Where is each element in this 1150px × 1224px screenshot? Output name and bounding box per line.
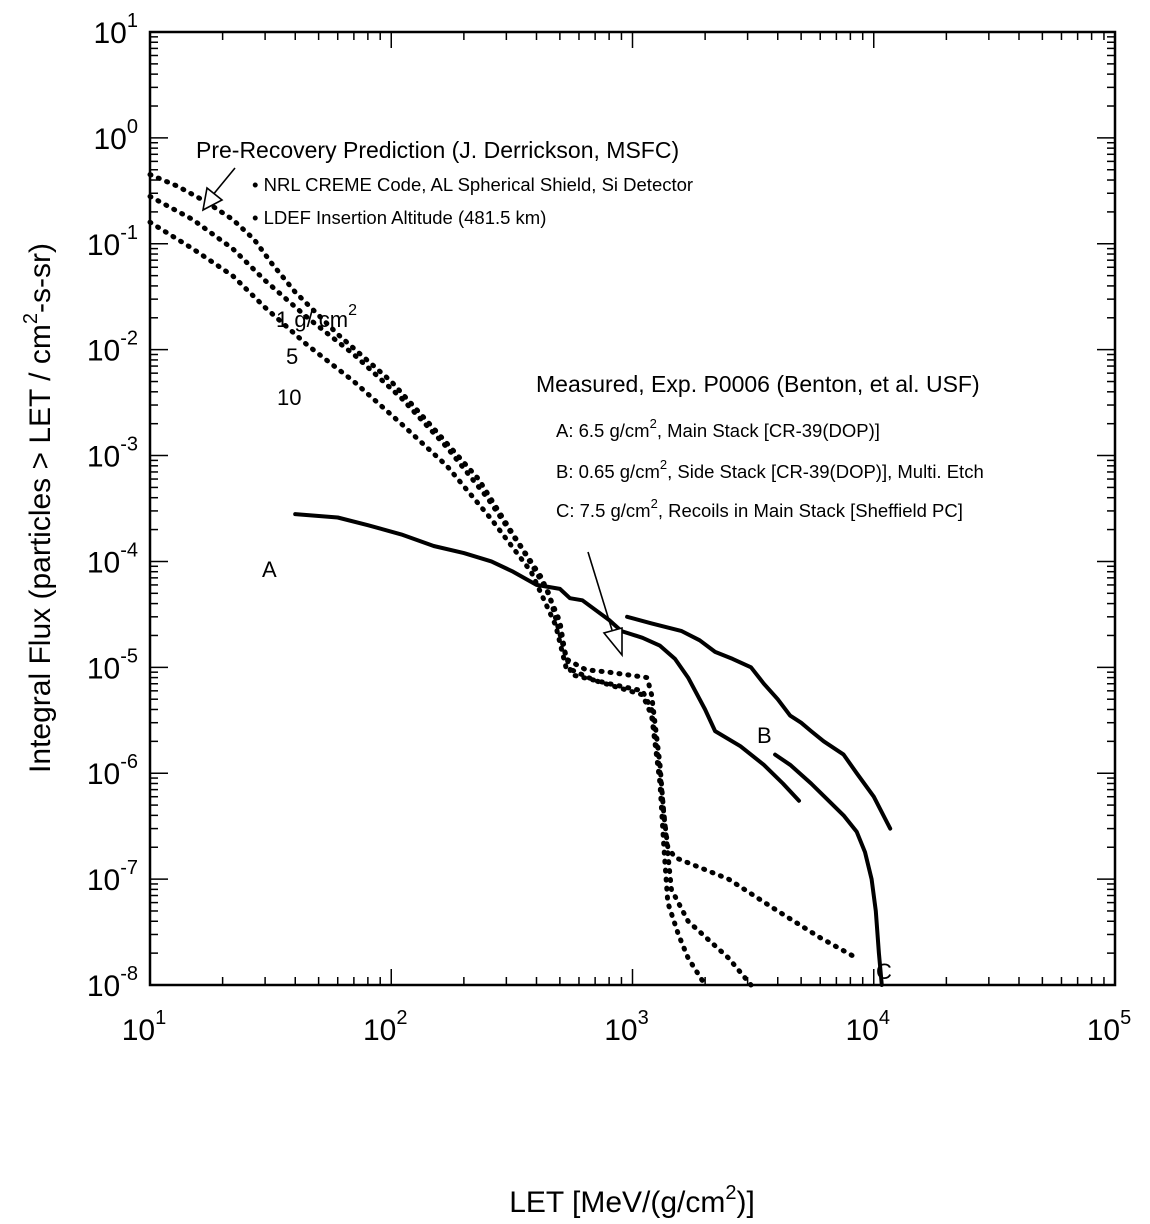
- prediction-note-1: • NRL CREME Code, AL Spherical Shield, S…: [252, 174, 693, 195]
- x-axis-title: LET [MeV/(g/cm2)]: [509, 1182, 755, 1219]
- curve-label-5: 5: [286, 344, 298, 369]
- y-tick-label: 10-6: [87, 751, 138, 791]
- prediction-title: Pre-Recovery Prediction (J. Derrickson, …: [196, 137, 679, 163]
- measured-title: Measured, Exp. P0006 (Benton, et al. USF…: [536, 371, 980, 397]
- measured-note-b: B: 0.65 g/cm2, Side Stack [CR-39(DOP)], …: [556, 457, 984, 482]
- y-tick-label: 10-1: [87, 222, 138, 262]
- curve-label-1g: 1 g/ cm2: [276, 302, 357, 332]
- curve-label-c: C: [876, 959, 892, 984]
- x-tick-label: 103: [604, 1007, 649, 1047]
- series-5: [147, 193, 754, 988]
- y-tick-label: 10-3: [87, 434, 138, 474]
- prediction-note-2: • LDEF Insertion Altitude (481.5 km): [252, 207, 546, 228]
- measured-note-a: A: 6.5 g/cm2, Main Stack [CR-39(DOP)]: [556, 416, 880, 441]
- axis-ticks: [149, 31, 1116, 986]
- y-tick-label: 10-8: [87, 963, 138, 1003]
- x-tick-label: 105: [1087, 1007, 1132, 1047]
- curve-label-a: A: [262, 557, 277, 582]
- series-1gcm: [147, 172, 860, 961]
- data-curves: [147, 172, 893, 988]
- measured-note-c: C: 7.5 g/cm2, Recoils in Main Stack [She…: [556, 496, 963, 521]
- prediction-arrow: [201, 167, 236, 212]
- curve-label-b: B: [757, 723, 772, 748]
- x-tick-label: 101: [122, 1007, 167, 1047]
- series-a: [293, 512, 801, 803]
- y-tick-label: 10-7: [87, 857, 138, 897]
- axis-tick-labels: 101 102 103 104 10510110010-110-210-310-410-…: [87, 10, 1131, 1047]
- x-tick-label: 102: [363, 1007, 408, 1047]
- y-tick-label: 10-5: [87, 645, 138, 685]
- y-axis-title: Integral Flux (particles > LET / cm2-s-s…: [20, 243, 57, 773]
- series-c: [773, 752, 884, 987]
- y-tick-label: 100: [94, 116, 139, 156]
- curve-label-10: 10: [277, 385, 301, 410]
- y-tick-label: 10-2: [87, 328, 138, 368]
- x-tick-label: 104: [846, 1007, 891, 1047]
- series-b: [625, 614, 893, 831]
- measured-arrow: [587, 551, 623, 658]
- y-tick-label: 10-4: [87, 539, 138, 579]
- series-10: [147, 219, 708, 988]
- y-tick-label: 101: [94, 10, 139, 50]
